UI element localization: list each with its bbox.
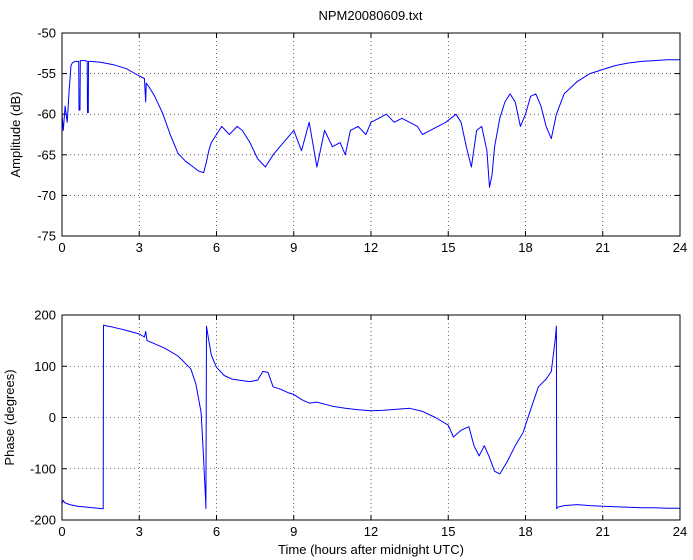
x-tick-label: 0	[58, 524, 65, 539]
axes-frame	[61, 314, 681, 521]
amplitude-panel: 0 3 6 9 12 15 18 21 24 -75 -70 -65 -60 -55 -50 Amplitud…	[8, 26, 687, 256]
y-tick-label: -100	[30, 461, 56, 476]
x-tick-label: 0	[58, 240, 65, 255]
x-tick-label: 12	[364, 524, 378, 539]
y-tick-label: -50	[37, 26, 56, 41]
x-tick-label: 18	[518, 240, 532, 255]
figure-title: NPM20080609.txt	[318, 8, 422, 23]
x-tick-label: 15	[441, 524, 455, 539]
x-tick-label: 21	[596, 240, 610, 255]
y-tick-label: -65	[37, 147, 56, 162]
x-tick-label: 18	[518, 524, 532, 539]
plot-area	[62, 33, 680, 236]
x-axis-label: Time (hours after midnight UTC)	[278, 542, 464, 557]
x-tick-label: 6	[213, 240, 220, 255]
y-tick-label: -55	[37, 66, 56, 81]
x-tick-label: 21	[596, 524, 610, 539]
y-tick-label: -60	[37, 107, 56, 122]
y-tick-label: -200	[30, 513, 56, 528]
x-tick-label: 24	[673, 524, 687, 539]
x-tick-label: 3	[136, 240, 143, 255]
series-line-0	[62, 59, 680, 188]
x-tick-label: 15	[441, 240, 455, 255]
y-tick-label: -75	[37, 229, 56, 244]
x-tick-label: 24	[673, 240, 687, 255]
x-tick-label: 3	[136, 524, 143, 539]
y-tick-label: 100	[34, 359, 56, 374]
x-tick-label: 9	[290, 524, 297, 539]
x-tick-label: 9	[290, 240, 297, 255]
y-axis-label: Phase (degrees)	[2, 369, 17, 465]
axes-frame	[61, 32, 681, 237]
y-tick-label: 0	[49, 410, 56, 425]
phase-panel: 0 3 6 9 12 15 18 21 24 -200 -100 0 100 200 Phase (degr…	[2, 308, 687, 558]
series-line-0	[62, 324, 680, 510]
y-tick-label: -70	[37, 188, 56, 203]
y-axis-label: Amplitude (dB)	[8, 92, 23, 178]
y-tick-label: 200	[34, 308, 56, 323]
x-tick-label: 12	[364, 240, 378, 255]
x-tick-label: 6	[213, 524, 220, 539]
